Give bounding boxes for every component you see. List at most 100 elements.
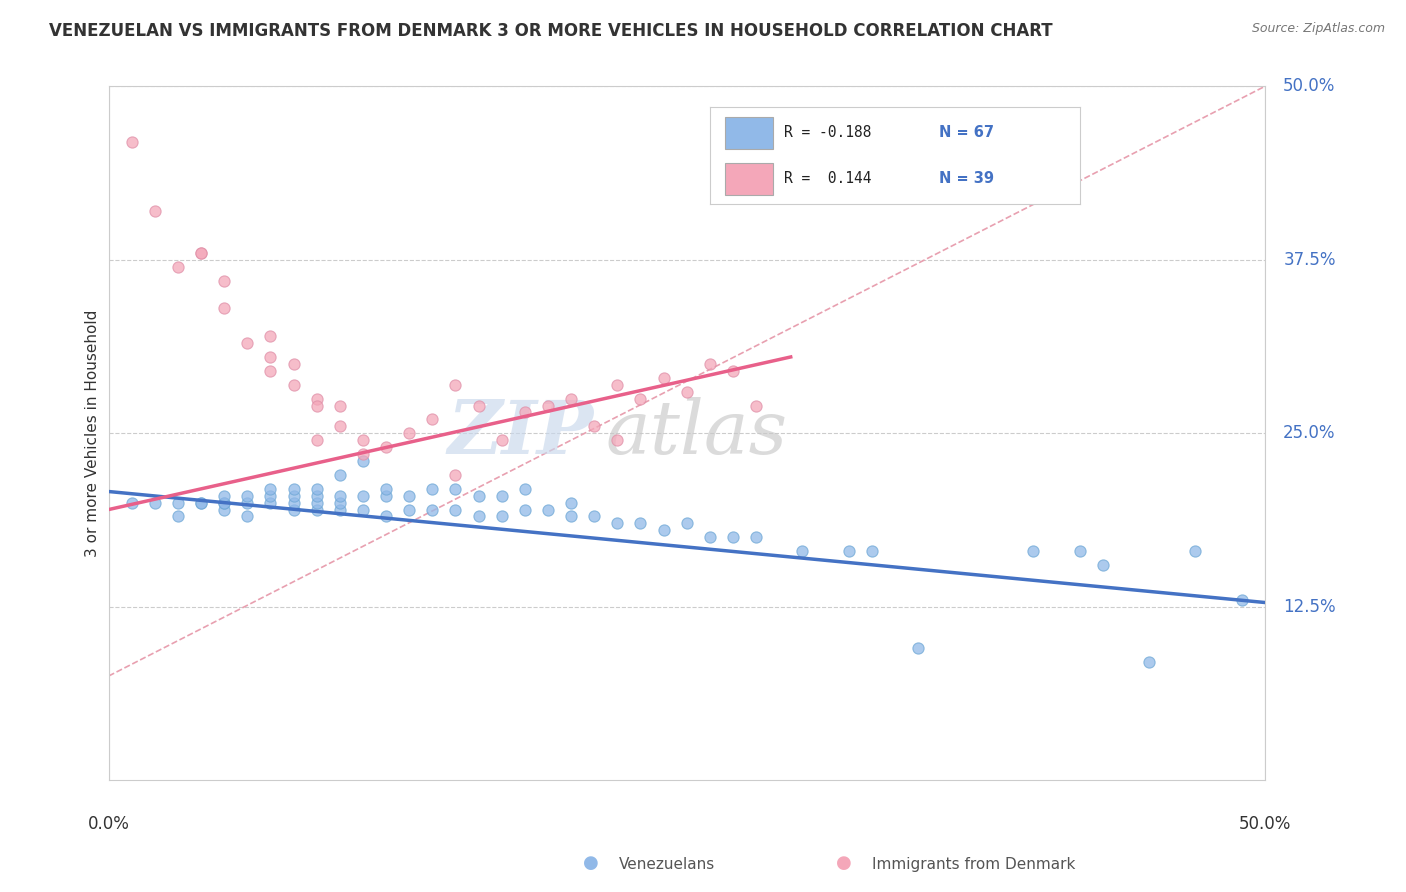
Point <box>420 412 443 426</box>
Point <box>236 495 259 509</box>
Point <box>212 495 235 509</box>
Point <box>352 447 374 461</box>
Point <box>513 405 536 419</box>
Point <box>375 440 398 454</box>
Point <box>305 392 328 406</box>
Point <box>121 495 143 509</box>
Point <box>606 516 628 531</box>
Point <box>212 495 235 509</box>
Point <box>560 495 582 509</box>
Point <box>699 530 721 544</box>
Point <box>352 433 374 447</box>
Point <box>259 495 281 509</box>
Point <box>259 329 281 343</box>
Point <box>444 467 467 482</box>
Point <box>1091 558 1114 572</box>
Point <box>190 495 212 509</box>
Point <box>352 502 374 516</box>
Point <box>305 502 328 516</box>
Point <box>560 509 582 524</box>
Point <box>491 509 513 524</box>
Point <box>259 489 281 503</box>
Point <box>329 419 352 434</box>
Point <box>283 495 305 509</box>
Point <box>398 426 420 441</box>
Point <box>491 433 513 447</box>
Point <box>305 489 328 503</box>
Text: 50.0%: 50.0% <box>1284 78 1336 95</box>
Point <box>537 502 560 516</box>
Point <box>375 489 398 503</box>
Point <box>860 544 883 558</box>
Text: atlas: atlas <box>606 397 787 469</box>
Point <box>745 399 768 413</box>
Text: Immigrants from Denmark: Immigrants from Denmark <box>872 857 1076 872</box>
Point <box>907 641 929 656</box>
Text: 25.0%: 25.0% <box>1284 425 1336 442</box>
Point <box>305 495 328 509</box>
Point <box>212 502 235 516</box>
Point <box>721 530 744 544</box>
Point <box>745 530 768 544</box>
Point <box>467 509 489 524</box>
Point <box>375 509 398 524</box>
Point <box>283 482 305 496</box>
Point <box>352 489 374 503</box>
Point <box>467 399 489 413</box>
Point <box>143 495 166 509</box>
Point <box>583 509 606 524</box>
Point <box>628 516 651 531</box>
Point <box>628 392 651 406</box>
Point <box>652 370 675 384</box>
Point <box>675 384 697 399</box>
Text: ●: ● <box>582 855 599 872</box>
Text: ●: ● <box>835 855 852 872</box>
Point <box>1184 544 1206 558</box>
Point <box>1230 592 1253 607</box>
Point <box>837 544 859 558</box>
Text: Venezuelans: Venezuelans <box>619 857 714 872</box>
Point <box>167 495 190 509</box>
Text: 37.5%: 37.5% <box>1284 251 1336 268</box>
Point <box>167 509 190 524</box>
Point <box>143 204 166 219</box>
Text: 50.0%: 50.0% <box>1239 814 1291 833</box>
Point <box>167 260 190 274</box>
Point <box>212 274 235 288</box>
Point <box>1069 544 1091 558</box>
Point <box>283 377 305 392</box>
Point <box>212 301 235 316</box>
Point <box>652 524 675 538</box>
Point <box>236 509 259 524</box>
Point <box>583 419 606 434</box>
Point <box>1137 655 1160 669</box>
Point <box>352 454 374 468</box>
Point <box>329 489 352 503</box>
Point <box>513 482 536 496</box>
Point <box>212 489 235 503</box>
Point <box>305 399 328 413</box>
Point <box>537 399 560 413</box>
Point <box>721 364 744 378</box>
Point <box>283 489 305 503</box>
Text: 0.0%: 0.0% <box>87 814 129 833</box>
Point <box>283 357 305 371</box>
Point <box>259 364 281 378</box>
Point <box>259 482 281 496</box>
Point <box>513 502 536 516</box>
Point <box>236 489 259 503</box>
Point <box>675 516 697 531</box>
Point <box>420 482 443 496</box>
Point <box>259 350 281 364</box>
Point <box>606 377 628 392</box>
Point <box>444 502 467 516</box>
Text: Source: ZipAtlas.com: Source: ZipAtlas.com <box>1251 22 1385 36</box>
Point <box>305 482 328 496</box>
Point <box>1022 544 1045 558</box>
Point <box>467 489 489 503</box>
Point <box>190 246 212 260</box>
Point <box>444 377 467 392</box>
Point <box>190 246 212 260</box>
Point <box>606 433 628 447</box>
Point <box>491 489 513 503</box>
